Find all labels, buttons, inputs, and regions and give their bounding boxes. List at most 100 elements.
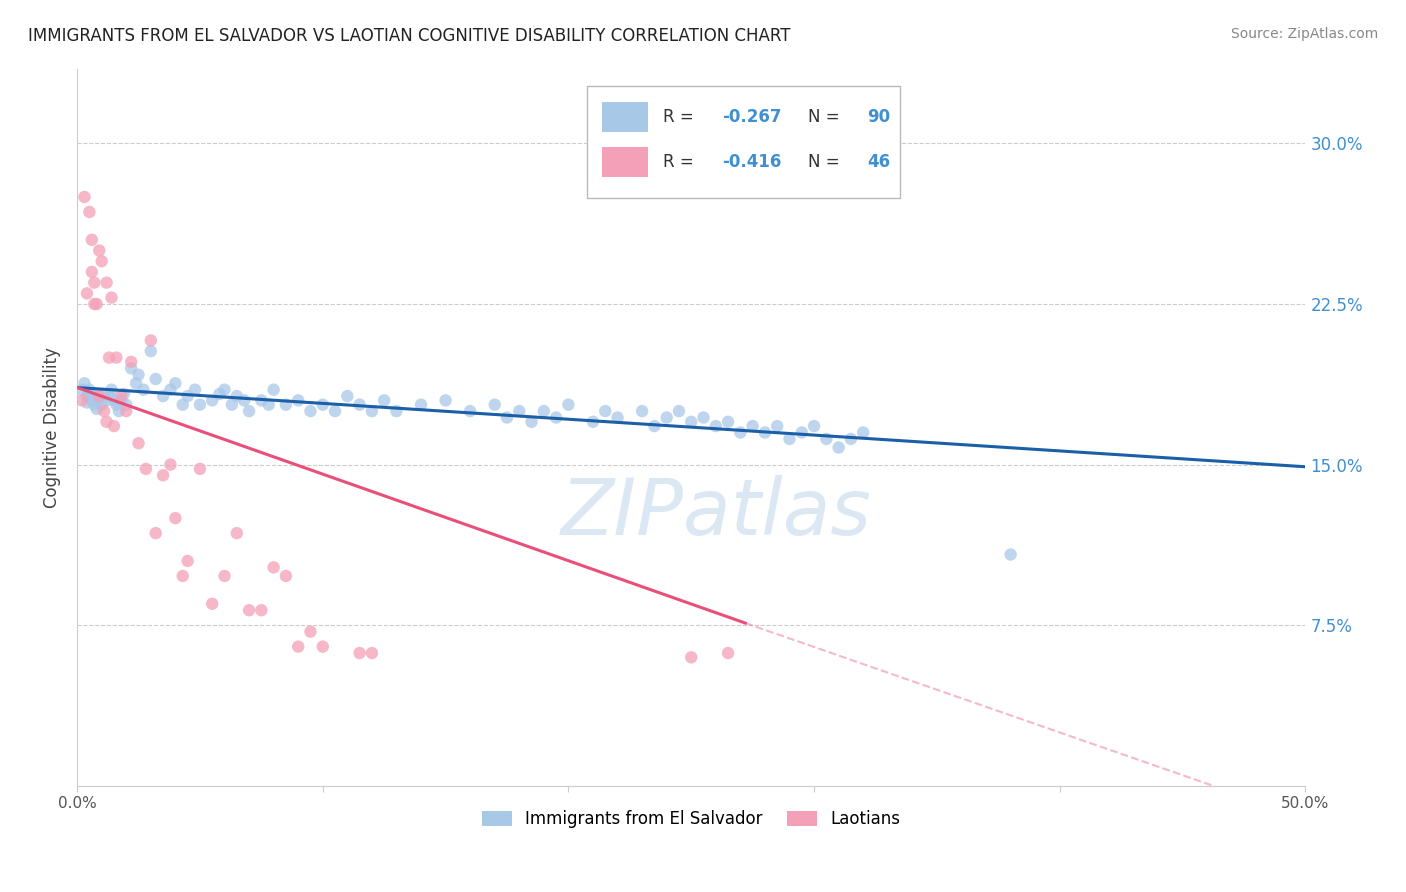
Point bbox=[89, 244, 111, 258]
Point bbox=[225, 526, 247, 541]
Point bbox=[238, 603, 260, 617]
Point bbox=[214, 569, 236, 583]
Point bbox=[287, 640, 309, 654]
Point bbox=[120, 361, 142, 376]
Point bbox=[520, 415, 543, 429]
Point bbox=[409, 398, 432, 412]
Point bbox=[83, 398, 105, 412]
Point bbox=[631, 404, 654, 418]
Point bbox=[73, 190, 96, 204]
Point bbox=[79, 383, 101, 397]
Point bbox=[103, 393, 125, 408]
Point bbox=[76, 389, 98, 403]
Point bbox=[165, 376, 187, 391]
Point bbox=[76, 286, 98, 301]
Text: ZIPatlas: ZIPatlas bbox=[561, 475, 872, 551]
Point bbox=[80, 265, 103, 279]
Point bbox=[692, 410, 714, 425]
Bar bbox=[602, 146, 648, 177]
Point bbox=[139, 334, 162, 348]
Point bbox=[668, 404, 690, 418]
Point bbox=[214, 383, 236, 397]
Point bbox=[238, 404, 260, 418]
Point bbox=[1000, 548, 1022, 562]
Point bbox=[582, 415, 605, 429]
Point bbox=[643, 419, 665, 434]
Point bbox=[312, 640, 335, 654]
Point bbox=[184, 383, 207, 397]
Point bbox=[96, 393, 118, 408]
Point bbox=[152, 389, 174, 403]
Y-axis label: Cognitive Disability: Cognitive Disability bbox=[44, 347, 60, 508]
Point bbox=[208, 387, 231, 401]
Point bbox=[152, 468, 174, 483]
Point bbox=[790, 145, 813, 159]
Point bbox=[681, 650, 703, 665]
Point bbox=[103, 419, 125, 434]
Point bbox=[159, 458, 181, 472]
Point bbox=[188, 398, 211, 412]
Point bbox=[96, 415, 118, 429]
Point bbox=[754, 425, 776, 440]
Point bbox=[508, 404, 530, 418]
Point bbox=[225, 389, 247, 403]
Text: R =: R = bbox=[664, 108, 699, 126]
Point bbox=[86, 297, 108, 311]
Point bbox=[496, 410, 519, 425]
Point bbox=[263, 383, 285, 397]
Point bbox=[100, 383, 122, 397]
Point bbox=[717, 646, 740, 660]
Point bbox=[360, 404, 382, 418]
Point bbox=[274, 398, 297, 412]
Text: IMMIGRANTS FROM EL SALVADOR VS LAOTIAN COGNITIVE DISABILITY CORRELATION CHART: IMMIGRANTS FROM EL SALVADOR VS LAOTIAN C… bbox=[28, 27, 790, 45]
Point bbox=[83, 276, 105, 290]
Point bbox=[80, 233, 103, 247]
Point bbox=[766, 419, 789, 434]
Point bbox=[76, 395, 98, 409]
Point bbox=[250, 393, 273, 408]
Point bbox=[484, 398, 506, 412]
Point bbox=[93, 404, 115, 418]
Point bbox=[83, 297, 105, 311]
Point bbox=[233, 393, 256, 408]
Point bbox=[779, 432, 801, 446]
Point bbox=[83, 387, 105, 401]
Point bbox=[98, 351, 121, 365]
Text: -0.416: -0.416 bbox=[721, 153, 782, 170]
Text: N =: N = bbox=[808, 108, 845, 126]
Point bbox=[717, 415, 740, 429]
Point bbox=[201, 393, 224, 408]
Point bbox=[593, 404, 616, 418]
Point bbox=[349, 646, 371, 660]
Point bbox=[120, 355, 142, 369]
Point bbox=[135, 462, 157, 476]
Point bbox=[257, 398, 280, 412]
Point bbox=[546, 410, 568, 425]
Point bbox=[852, 425, 875, 440]
Point bbox=[681, 415, 703, 429]
Point bbox=[176, 389, 198, 403]
Point bbox=[287, 393, 309, 408]
Point bbox=[730, 425, 752, 440]
Point bbox=[100, 291, 122, 305]
Point bbox=[105, 351, 128, 365]
FancyBboxPatch shape bbox=[586, 87, 900, 198]
Legend: Immigrants from El Salvador, Laotians: Immigrants from El Salvador, Laotians bbox=[475, 804, 907, 835]
Point bbox=[557, 398, 579, 412]
Point bbox=[299, 404, 322, 418]
Point bbox=[790, 425, 813, 440]
Point bbox=[128, 436, 150, 450]
Point bbox=[73, 376, 96, 391]
Bar bbox=[602, 102, 648, 132]
Point bbox=[201, 597, 224, 611]
Point bbox=[96, 276, 118, 290]
Point bbox=[90, 254, 112, 268]
Point bbox=[360, 646, 382, 660]
Point bbox=[533, 404, 555, 418]
Point bbox=[98, 389, 121, 403]
Point bbox=[79, 205, 101, 219]
Point bbox=[434, 393, 457, 408]
Point bbox=[172, 398, 194, 412]
Point bbox=[112, 387, 135, 401]
Point bbox=[110, 389, 132, 403]
